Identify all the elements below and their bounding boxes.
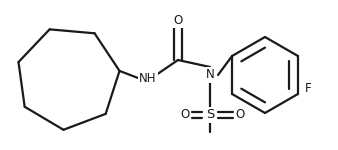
Text: S: S bbox=[206, 108, 214, 122]
Text: O: O bbox=[235, 108, 245, 122]
Text: O: O bbox=[180, 108, 190, 122]
Text: N: N bbox=[206, 69, 214, 81]
Text: O: O bbox=[173, 14, 183, 27]
Text: F: F bbox=[305, 82, 311, 96]
Text: NH: NH bbox=[139, 72, 157, 84]
